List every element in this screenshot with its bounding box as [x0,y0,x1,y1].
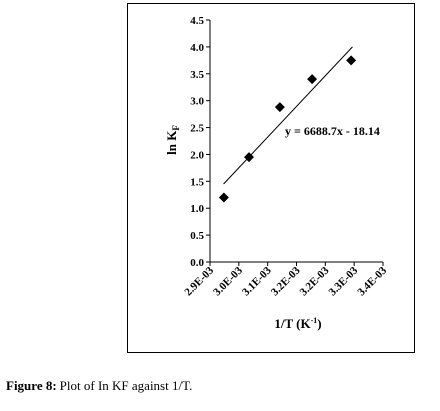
caption: Figure 8: Plot of In KF against 1/T. [6,378,192,393]
y-tick-label: 4.5 [190,15,204,27]
y-tick-label: 4.0 [190,42,204,54]
x-tick-label: 3.1E-03 [240,264,274,298]
x-tick-label: 3.2E-03 [269,264,303,298]
point [346,55,357,66]
point [307,74,318,85]
y-title-main: ln K [164,130,179,155]
caption-text: Plot of In KF against 1/T. [60,378,193,393]
point [218,192,229,203]
y-tick-label: 2.5 [190,123,204,135]
y-axis-title: ln KF [164,125,181,155]
point [244,152,255,163]
caption-label: Figure 8: [6,378,57,393]
y-tick-label: 2.0 [190,149,204,161]
y-tick-label: 0.5 [190,230,204,242]
x-tick-label: 3.2E-03 [298,264,332,298]
y-tick-label: 1.0 [190,203,204,215]
point [274,102,285,113]
trendline [223,46,353,185]
y-tick-label: 3.0 [190,96,204,108]
x-tick-label: 3.3E-03 [327,264,361,298]
y-tick-label: 1.5 [190,176,204,188]
y-tick-label: 0.0 [190,257,204,269]
chart-border [127,3,415,353]
x-tick-label: 3.4E-03 [355,264,389,298]
x-title-main: 1/T (K [274,316,311,331]
x-title-end: ) [317,316,321,331]
y-title-sub: F [171,125,181,131]
x-title-sup: -1 [311,316,318,325]
x-axis-title: 1/T (K-1) [274,316,321,331]
y-tick-label: 3.5 [190,69,204,81]
x-tick-label: 3.0E-03 [211,264,245,298]
x-tick-label: 2.9E-03 [182,264,216,298]
trendline-equation: y = 6688.7x - 18.14 [285,124,380,138]
